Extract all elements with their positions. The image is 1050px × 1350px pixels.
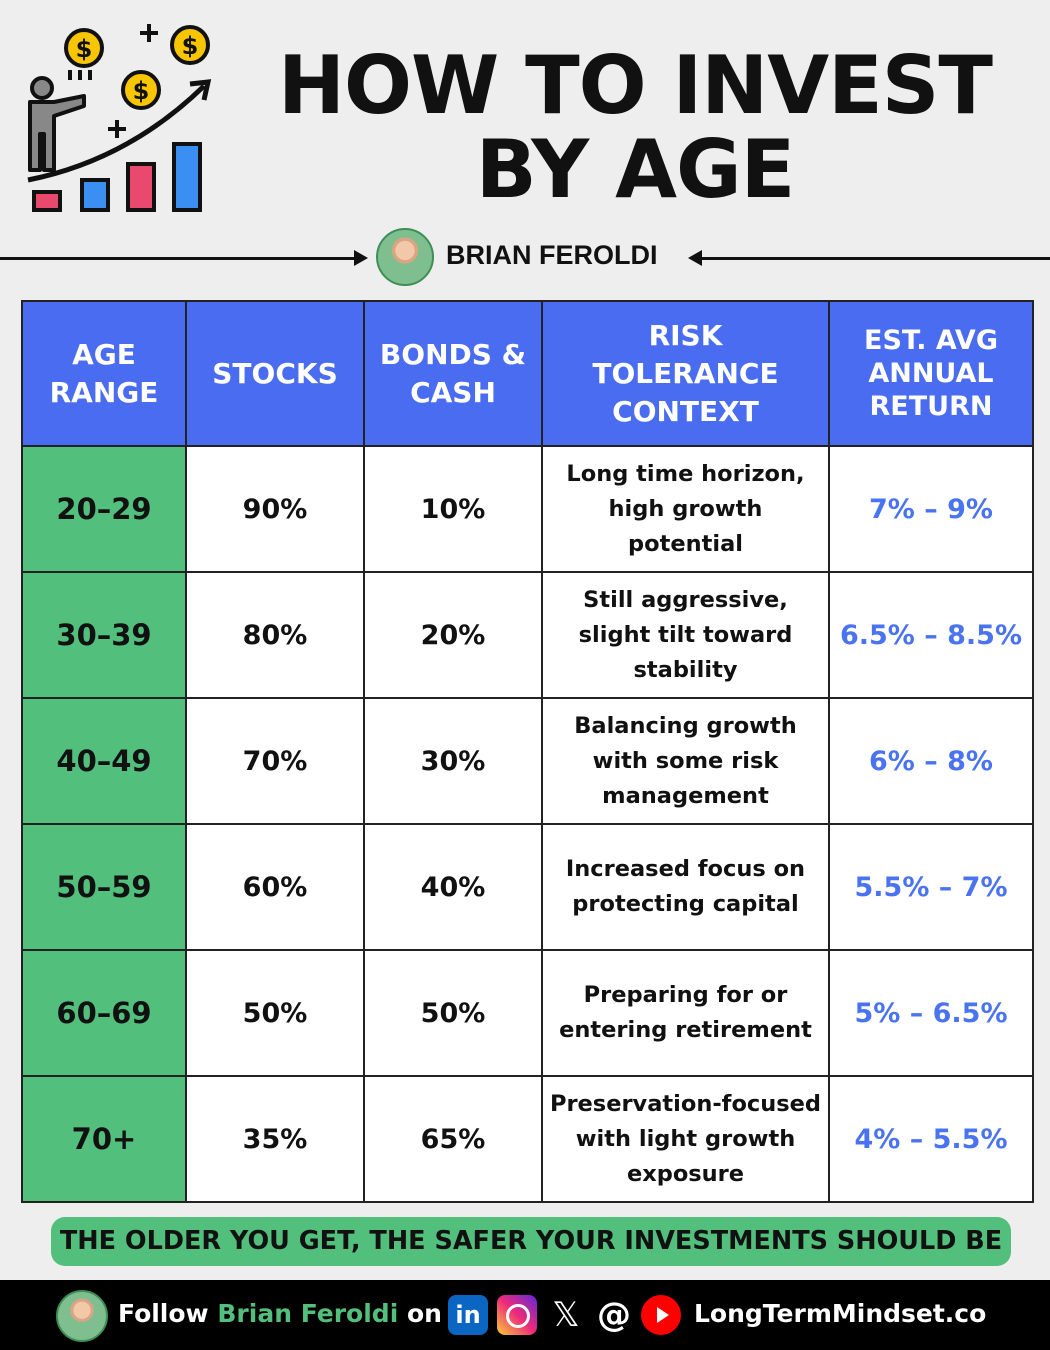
age-range-cell: 40–49 xyxy=(21,697,187,825)
bonds-cell: 30% xyxy=(363,697,543,825)
header-age-range: AGE RANGE xyxy=(21,300,187,447)
bonds-cell: 65% xyxy=(363,1075,543,1203)
author-name: BRIAN FEROLDI xyxy=(446,240,658,270)
footer-bar: Follow Brian Feroldi on in 𝕏 @ LongTermM… xyxy=(0,1280,1050,1350)
bonds-cell: 10% xyxy=(363,445,543,573)
table-row: 40–49 70% 30% Balancing growth with some… xyxy=(21,697,1034,825)
age-range-cell: 30–39 xyxy=(21,571,187,699)
follow-name: Brian Feroldi xyxy=(217,1299,399,1328)
age-range-cell: 20–29 xyxy=(21,445,187,573)
table-row: 50–59 60% 40% Increased focus on protect… xyxy=(21,823,1034,951)
investing-growth-icon: $ $ $ xyxy=(27,24,212,212)
bonds-cell: 50% xyxy=(363,949,543,1077)
title-line-2: BY AGE xyxy=(475,123,796,216)
right-arrow-line xyxy=(700,257,1050,260)
allocation-table: AGE RANGE STOCKS BONDS & CASH RISK TOLER… xyxy=(21,300,1034,1203)
tagline-banner: THE OLDER YOU GET, THE SAFER YOUR INVEST… xyxy=(51,1217,1011,1266)
table-row: 60–69 50% 50% Preparing for or entering … xyxy=(21,949,1034,1077)
left-arrow-line xyxy=(0,257,358,260)
footer-avatar xyxy=(56,1290,108,1342)
youtube-icon[interactable] xyxy=(641,1295,681,1335)
right-arrow-icon xyxy=(354,250,368,266)
threads-icon[interactable]: @ xyxy=(597,1295,631,1335)
return-cell: 6% – 8% xyxy=(828,697,1034,825)
table-row: 70+ 35% 65% Preservation-focused with li… xyxy=(21,1075,1034,1203)
bonds-cell: 40% xyxy=(363,823,543,951)
svg-text:$: $ xyxy=(133,77,150,105)
author-avatar xyxy=(376,228,434,286)
stocks-cell: 50% xyxy=(185,949,365,1077)
x-icon[interactable]: 𝕏 xyxy=(552,1295,580,1335)
age-range-cell: 50–59 xyxy=(21,823,187,951)
return-cell: 6.5% – 8.5% xyxy=(828,571,1034,699)
svg-text:$: $ xyxy=(182,32,199,60)
return-cell: 5.5% – 7% xyxy=(828,823,1034,951)
follow-suffix: on xyxy=(406,1299,442,1328)
risk-context-cell: Increased focus on protecting capital xyxy=(541,823,830,951)
header-stocks: STOCKS xyxy=(185,300,365,447)
return-cell: 4% – 5.5% xyxy=(828,1075,1034,1203)
risk-context-cell: Preservation-focused with light growth e… xyxy=(541,1075,830,1203)
header-annual-return: EST. AVG ANNUAL RETURN xyxy=(828,300,1034,447)
age-range-cell: 60–69 xyxy=(21,949,187,1077)
return-cell: 7% – 9% xyxy=(828,445,1034,573)
stocks-cell: 70% xyxy=(185,697,365,825)
linkedin-icon[interactable]: in xyxy=(448,1295,488,1335)
follow-text: Follow Brian Feroldi on xyxy=(118,1299,442,1328)
stocks-cell: 90% xyxy=(185,445,365,573)
website-link[interactable]: LongTermMindset.co xyxy=(694,1299,987,1328)
follow-prefix: Follow xyxy=(118,1299,209,1328)
stocks-cell: 80% xyxy=(185,571,365,699)
header-risk-tolerance: RISK TOLERANCE CONTEXT xyxy=(541,300,830,447)
stocks-cell: 35% xyxy=(185,1075,365,1203)
return-cell: 5% – 6.5% xyxy=(828,949,1034,1077)
age-range-cell: 70+ xyxy=(21,1075,187,1203)
author-byline: BRIAN FEROLDI xyxy=(0,228,1050,290)
stocks-cell: 60% xyxy=(185,823,365,951)
bonds-cell: 20% xyxy=(363,571,543,699)
risk-context-cell: Preparing for or entering retirement xyxy=(541,949,830,1077)
page-title: HOW TO INVEST BY AGE xyxy=(240,44,1030,212)
table-row: 30–39 80% 20% Still aggressive, slight t… xyxy=(21,571,1034,699)
instagram-icon[interactable] xyxy=(497,1295,537,1335)
risk-context-cell: Still aggressive, slight tilt toward sta… xyxy=(541,571,830,699)
table-header-row: AGE RANGE STOCKS BONDS & CASH RISK TOLER… xyxy=(21,300,1034,447)
risk-context-cell: Long time horizon, high growth potential xyxy=(541,445,830,573)
table-row: 20–29 90% 10% Long time horizon, high gr… xyxy=(21,445,1034,573)
svg-text:$: $ xyxy=(76,35,93,63)
header-bonds-cash: BONDS & CASH xyxy=(363,300,543,447)
title-line-1: HOW TO INVEST xyxy=(278,39,993,132)
left-arrow-icon xyxy=(688,250,702,266)
risk-context-cell: Balancing growth with some risk manageme… xyxy=(541,697,830,825)
